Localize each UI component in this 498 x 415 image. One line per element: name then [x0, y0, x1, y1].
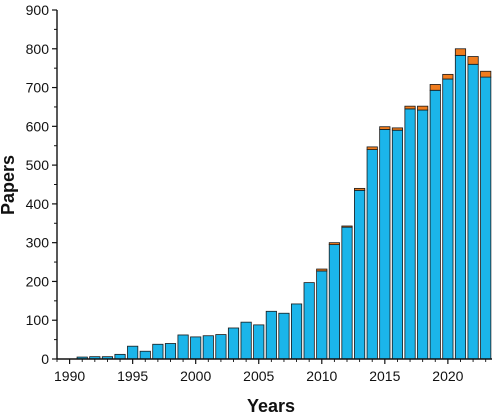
bar: [127, 345, 139, 360]
x-tick-label: 2005: [243, 368, 274, 384]
bar-top-segment: [417, 105, 429, 111]
bar: [442, 78, 454, 360]
bar: [480, 76, 492, 360]
x-axis-title: Years: [247, 396, 295, 415]
y-tick-label: 200: [26, 273, 50, 289]
bar: [278, 312, 290, 360]
bar: [215, 334, 227, 360]
bar: [253, 324, 265, 360]
bar-top-segment: [379, 126, 391, 130]
bar-top-segment: [354, 187, 366, 191]
x-tick-label: 1990: [54, 368, 85, 384]
bar: [152, 343, 164, 360]
bar-top-segment: [316, 268, 328, 272]
bar: [139, 350, 151, 360]
bar-top-segment: [366, 146, 378, 150]
bar: [227, 327, 240, 360]
bar: [316, 270, 328, 360]
x-tick-label: 2010: [306, 368, 337, 384]
y-tick-label: 100: [26, 312, 50, 328]
bar: [265, 310, 277, 360]
bar-top-segment: [328, 242, 340, 246]
bar: [290, 303, 303, 360]
bar: [177, 334, 189, 360]
bar-top-segment: [442, 73, 454, 80]
bar: [164, 343, 177, 360]
x-tick-label: 2015: [369, 368, 400, 384]
bar: [467, 63, 479, 360]
bar-top-segment: [467, 56, 479, 65]
x-tick-label: 2000: [180, 368, 211, 384]
x-tick-label: 2020: [432, 368, 463, 384]
bar: [404, 108, 416, 360]
bar: [354, 189, 366, 360]
bars-group: [76, 48, 492, 360]
bar-top-segment: [404, 105, 416, 110]
axes-group: 0 100 200 300 400 500 600 700 800 900 1990 1995 2000…: [26, 2, 492, 384]
bar: [429, 89, 441, 360]
y-tick-label: 700: [26, 80, 50, 96]
bar-top-segment: [341, 225, 353, 228]
y-axis-title: Papers: [0, 155, 18, 215]
y-tick-label: 900: [26, 2, 50, 18]
bar-top-segment: [480, 70, 492, 78]
y-tick-label: 500: [26, 157, 50, 173]
bar: [303, 282, 315, 360]
bar: [417, 109, 429, 360]
y-tick-label: 600: [26, 118, 50, 134]
bar: [366, 149, 378, 360]
y-tick-label: 800: [26, 41, 50, 57]
bar: [454, 54, 467, 360]
x-tick-label: 1995: [117, 368, 148, 384]
y-tick-label: 300: [26, 235, 50, 251]
bar: [202, 335, 214, 360]
bar: [341, 226, 353, 360]
bar: [240, 321, 252, 360]
bar: [379, 129, 391, 360]
bar-top-segment: [429, 84, 441, 91]
bar: [391, 129, 404, 360]
bar: [328, 244, 340, 360]
bar-top-segment: [454, 48, 467, 56]
y-tick-label: 0: [41, 351, 49, 367]
bar-top-segment: [391, 127, 404, 131]
y-tick-label: 400: [26, 196, 50, 212]
bar: [190, 336, 202, 360]
